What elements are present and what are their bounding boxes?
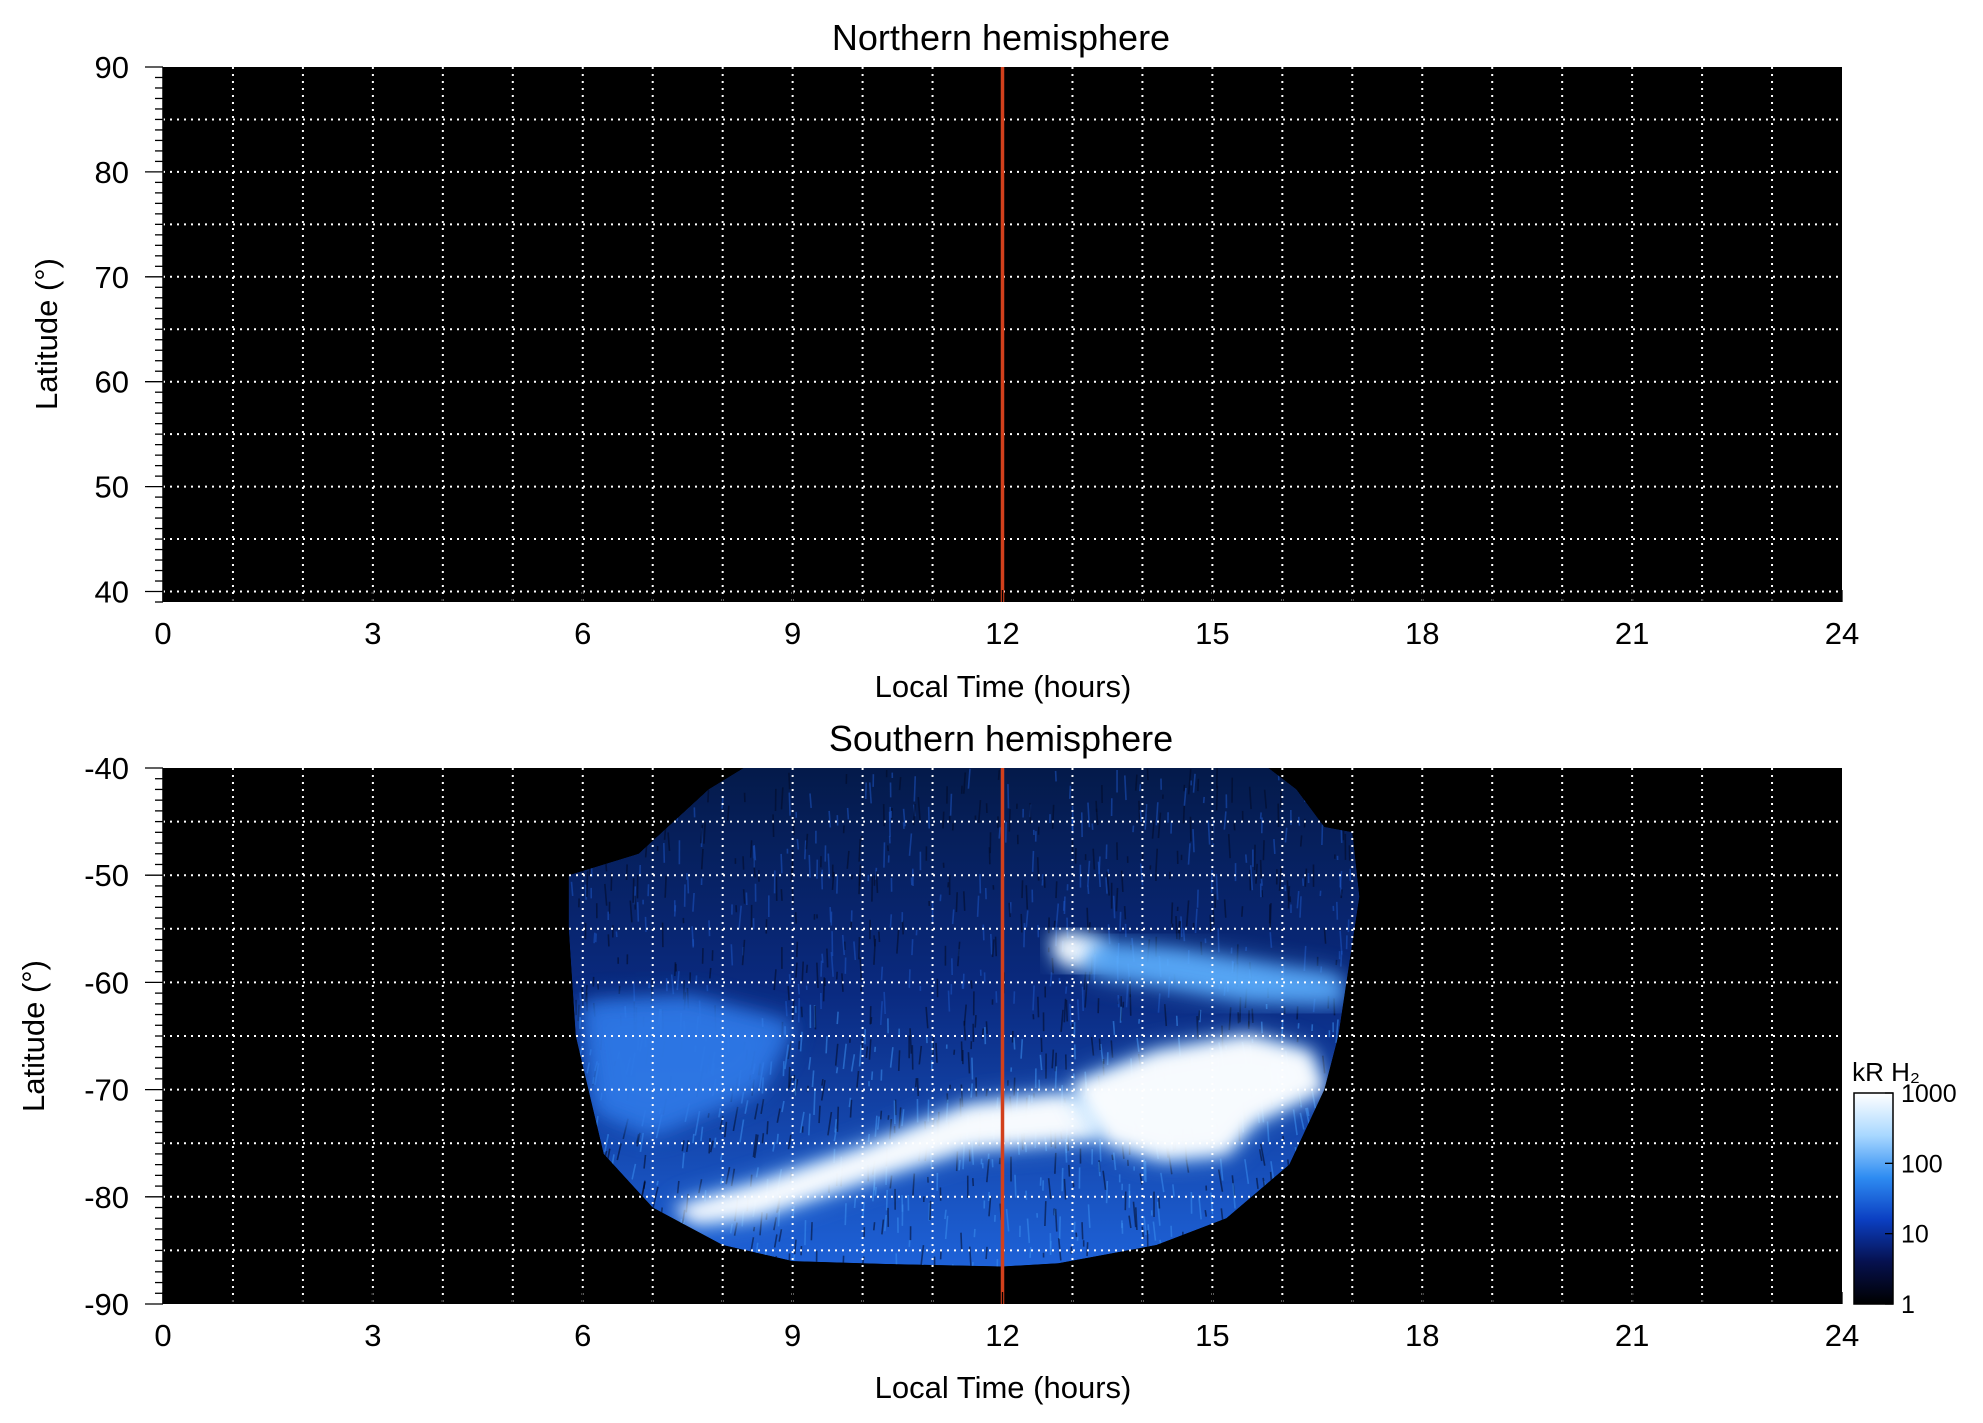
y-tick-label: -90 [84,1287,129,1322]
x-tick-label: 12 [985,1318,1019,1353]
y-tick-label: -60 [84,965,129,1000]
south-panel: Southern hemisphere -90 -80 -70 -60 -50 -40 0… [16,718,1859,1405]
y-tick-label: 70 [95,260,129,295]
diffuse-dawn [582,998,793,1133]
y-tick-label: -80 [84,1180,129,1215]
x-tick-label: 15 [1195,1318,1229,1353]
north-y-axis-label: Latitude (°) [29,258,64,410]
x-tick-label: 24 [1825,1318,1859,1353]
colorbar-ticks: 1 10 100 1000 [1885,1080,1957,1319]
x-tick-label: 21 [1615,616,1649,651]
south-x-axis-label: Local Time (hours) [875,1370,1132,1405]
colorbar-scale [1853,1092,1894,1305]
north-y-axis: 40 50 60 70 80 90 [95,50,164,610]
x-tick-label: 3 [364,1318,381,1353]
x-tick-label: 24 [1825,616,1859,651]
colorbar-tick-label: 10 [1901,1221,1929,1249]
y-tick-label: -40 [84,751,129,786]
x-tick-label: 6 [574,616,591,651]
south-title: Southern hemisphere [829,718,1173,759]
x-tick-label: 6 [574,1318,591,1353]
main-oval-dusk [1072,1036,1325,1160]
x-tick-label: 12 [985,616,1019,651]
north-title: Northern hemisphere [832,17,1170,58]
x-tick-label: 18 [1405,1318,1439,1353]
x-tick-label: 9 [784,1318,801,1353]
y-tick-label: 60 [95,365,129,400]
y-tick-label: -50 [84,858,129,893]
x-tick-label: 0 [154,616,171,651]
y-tick-label: -70 [84,1073,129,1108]
x-tick-label: 15 [1195,616,1229,651]
x-tick-label: 21 [1615,1318,1649,1353]
y-tick-label: 90 [95,50,129,85]
north-x-axis-label: Local Time (hours) [875,669,1132,704]
north-panel: Northern hemisphere 40 50 60 70 80 90 0 3 6 9 12 1… [29,17,1859,704]
x-tick-label: 3 [364,616,381,651]
colorbar-tick-label: 1 [1901,1291,1915,1319]
colorbar-tick-label: 100 [1901,1150,1943,1178]
south-y-axis-label: Latitude (°) [16,960,51,1112]
south-x-axis: 0 3 6 9 12 15 18 21 24 [154,1292,1859,1353]
arc-to-dusk [1086,944,1346,1002]
south-y-axis: -90 -80 -70 -60 -50 -40 [84,751,164,1322]
south-aurora-image [568,768,1360,1267]
north-x-axis: 0 3 6 9 12 15 18 21 24 [154,590,1859,651]
colorbar-tick-label: 1000 [1901,1080,1957,1108]
y-tick-label: 50 [95,470,129,505]
colorbar: kR H₂ 1 10 100 1000 [1852,1057,1957,1319]
x-tick-label: 18 [1405,616,1439,651]
y-tick-label: 80 [95,155,129,190]
y-tick-label: 40 [95,575,129,610]
north-grid [163,67,1842,602]
x-tick-label: 9 [784,616,801,651]
x-tick-label: 0 [154,1318,171,1353]
colorbar-label: kR H₂ [1852,1057,1920,1087]
